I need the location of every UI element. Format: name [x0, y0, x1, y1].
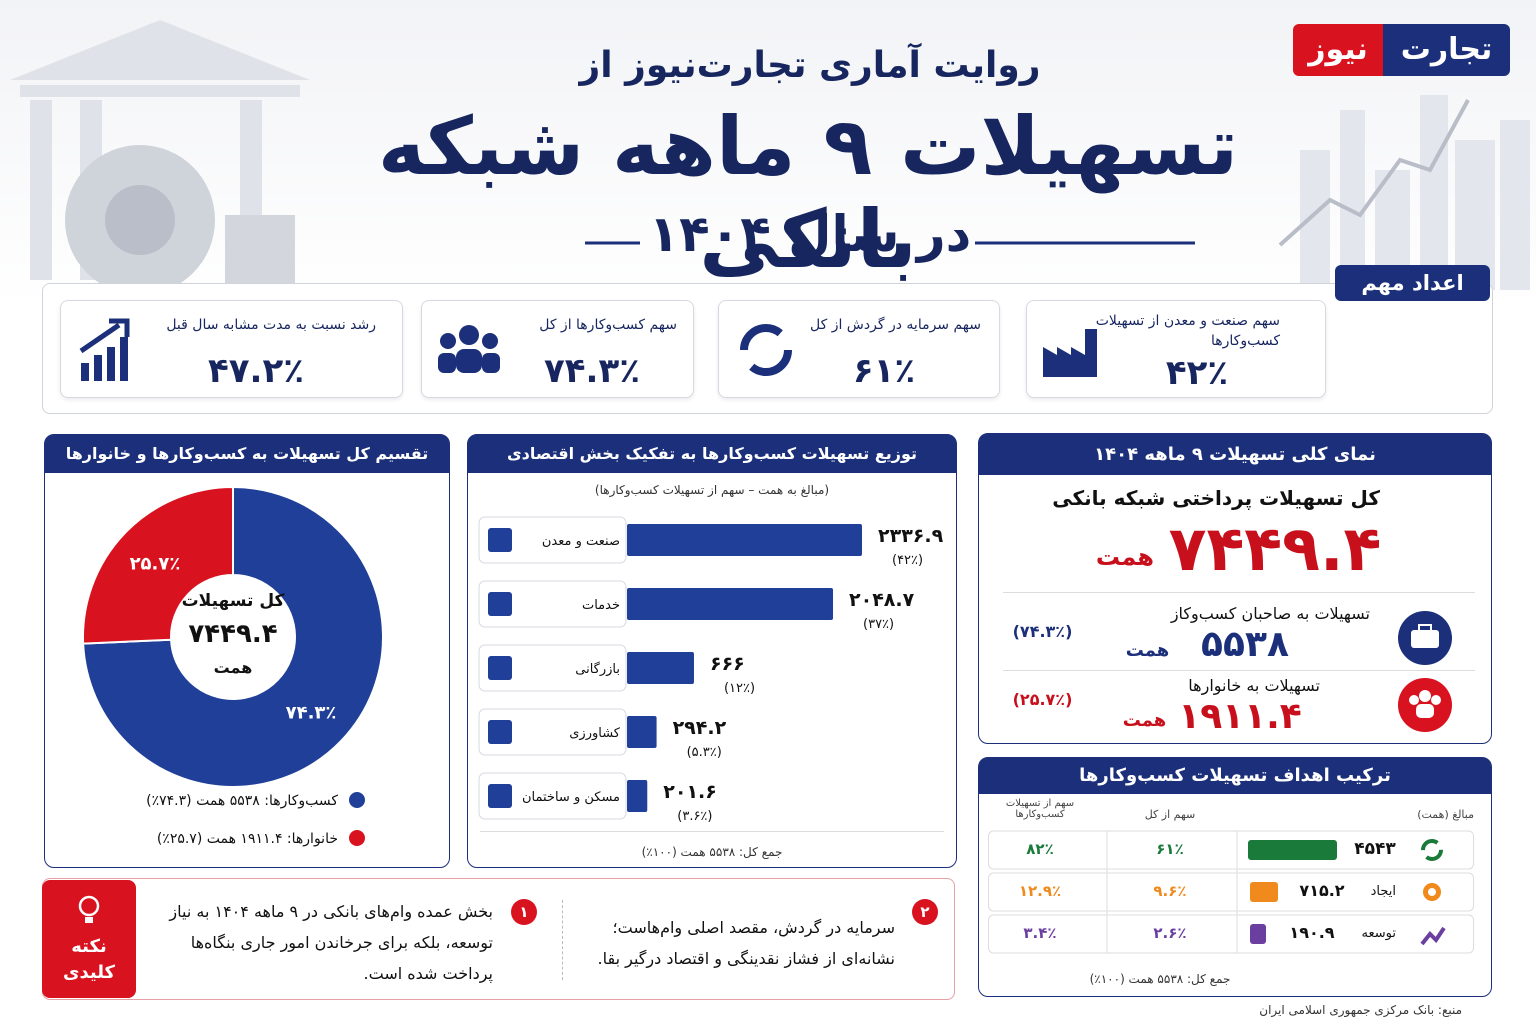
purposes-table — [988, 830, 1474, 954]
row-label: تسهیلات به صاحبان کسب‌وکاز — [1170, 604, 1370, 623]
icon — [438, 325, 500, 373]
icon — [1420, 926, 1446, 946]
row-value: ۱۹۱۱.۴ — [1178, 696, 1302, 737]
icon — [1421, 839, 1443, 861]
panel-subtitle: (مبالغ به همت – سهم از تسهیلات کسب‌وکاره… — [594, 483, 830, 497]
note-number: ۲ — [912, 899, 938, 925]
panel-title: نمای کلی تسهیلات ۹ ماهه ۱۴۰۴ — [979, 434, 1491, 475]
note-number: ۱ — [511, 899, 537, 925]
panel-title: توزیع تسهیلات کسب‌وکارها به تفکیک بخش اق… — [468, 435, 956, 473]
bank-illustration — [10, 20, 310, 290]
row-icons — [1398, 611, 1452, 732]
cell-value: ۷۱۵.۲ — [1299, 881, 1345, 900]
row-label: توسعه — [1361, 926, 1396, 941]
cell-share: ۲.۶٪ — [1153, 924, 1187, 942]
cell-share: ۳.۴٪ — [1023, 924, 1057, 942]
subtitle: در سال ۱۴۰۴ — [648, 205, 972, 263]
stat-card: سهم کسب‌وکارها از کل ۷۴.۳٪ — [421, 300, 694, 398]
note-text: سرمایه در گردش، مقصد اصلی وام‌هاست؛ نشان… — [597, 918, 895, 968]
source: منبع: بانک مرکزی جمهوری اسلامی ایران — [1259, 1003, 1462, 1017]
divider — [1003, 670, 1475, 671]
row-unit: همت — [1125, 640, 1170, 661]
cell-share: ۹.۶٪ — [1153, 882, 1187, 900]
total-label: کل تسهیلات پرداختی شبکه بانکی — [1052, 486, 1380, 510]
supertitle: روایت آماری تجارت‌نیوز از — [579, 45, 1041, 86]
stat-label: رشد نسبت به مدت مشابه سال قبل — [166, 317, 376, 333]
color-chip — [1248, 840, 1337, 860]
trend-arrow — [1278, 99, 1470, 247]
divider — [1003, 592, 1475, 593]
cell-share: ۸۲٪ — [1026, 840, 1054, 858]
panel-title: ترکیب اهداف تسهیلات کسب‌وکارها — [979, 758, 1491, 794]
divider — [562, 900, 563, 980]
total-label: جمع کل: ۵۵۳۸ همت (۱۰۰٪) — [1089, 972, 1231, 986]
row-label: تسهیلات به خانوارها — [1188, 676, 1320, 695]
row-share: (۷۴.۳٪) — [1012, 622, 1073, 641]
row-share: (۲۵.۷٪) — [1012, 690, 1073, 709]
key-figures-title: اعداد مهم — [1335, 265, 1490, 301]
icon — [1043, 329, 1097, 377]
color-chip — [1250, 924, 1266, 944]
stat-label: سهم صنعت و معدن از تسهیلات کسب‌وکارها — [1095, 313, 1280, 349]
title: تسهیلات ۹ ماهه شبکه بانکی — [377, 100, 1239, 286]
column-header: سهم از تسهیلات کسب‌وکارها — [1005, 798, 1075, 820]
note-text: بخش عمده وام‌های بانکی در ۹ ماهه ۱۴۰۴ به… — [169, 902, 493, 983]
stat-value: ۴۲٪ — [1165, 353, 1229, 393]
logo: نیوز — [1293, 24, 1383, 76]
stat-card: سهم سرمایه در گردش از کل ۶۱٪ — [718, 300, 1000, 398]
divider — [480, 831, 944, 832]
total-label: جمع کل: ۵۵۳۸ همت (۱۰۰٪) — [641, 845, 783, 859]
stat-card: رشد نسبت به مدت مشابه سال قبل ۴۷.۲٪ — [60, 300, 403, 398]
notes-panel — [42, 878, 955, 1000]
row-label: ایجاد — [1370, 884, 1396, 899]
icon — [740, 324, 792, 376]
stat-label: سهم کسب‌وکارها از کل — [539, 317, 677, 333]
notes-badge: نکته کلیدی — [42, 880, 136, 998]
overview-panel: نمای کلی تسهیلات ۹ ماهه ۱۴۰۴ — [978, 433, 1492, 744]
stat-label: سهم سرمایه در گردش از کل — [809, 317, 981, 333]
column-header: سهم از کل — [1144, 808, 1196, 821]
column-header: مبالغ (همت) — [1417, 808, 1474, 821]
skyline — [1300, 95, 1530, 290]
total-unit: همت — [1095, 543, 1155, 571]
stat-value: ۷۴.۳٪ — [544, 351, 640, 391]
cell-share: ۶۱٪ — [1156, 840, 1184, 858]
row-unit: همت — [1122, 710, 1167, 731]
icon — [79, 318, 130, 381]
cell-value: ۱۹۰.۹ — [1289, 923, 1335, 942]
stat-card: سهم صنعت و معدن از تسهیلات کسب‌وکارها ۴۲… — [1026, 300, 1326, 398]
notes-title: نکته — [71, 936, 107, 957]
icon — [78, 895, 100, 923]
cell-share: ۱۲.۹٪ — [1018, 882, 1062, 900]
logo: تجارت — [1383, 24, 1510, 76]
purposes-panel: ترکیب اهداف تسهیلات کسب‌وکارها — [978, 757, 1492, 997]
cell-value: ۴۵۴۳ — [1354, 839, 1396, 859]
pie-panel: تقسیم کل تسهیلات به کسب‌وکارها و خانواره… — [44, 434, 450, 868]
stat-value: ۴۷.۲٪ — [208, 351, 304, 391]
row-value: ۵۵۳۸ — [1201, 624, 1289, 665]
panel-title: تقسیم کل تسهیلات به کسب‌وکارها و خانواره… — [45, 435, 449, 473]
color-chip — [1250, 882, 1278, 902]
total-value: ۷۴۴۹.۴ — [1168, 512, 1382, 585]
bar-panel: توزیع تسهیلات کسب‌وکارها به تفکیک بخش اق… — [467, 434, 957, 868]
stat-value: ۶۱٪ — [852, 351, 916, 391]
notes-title: کلیدی — [62, 962, 116, 983]
